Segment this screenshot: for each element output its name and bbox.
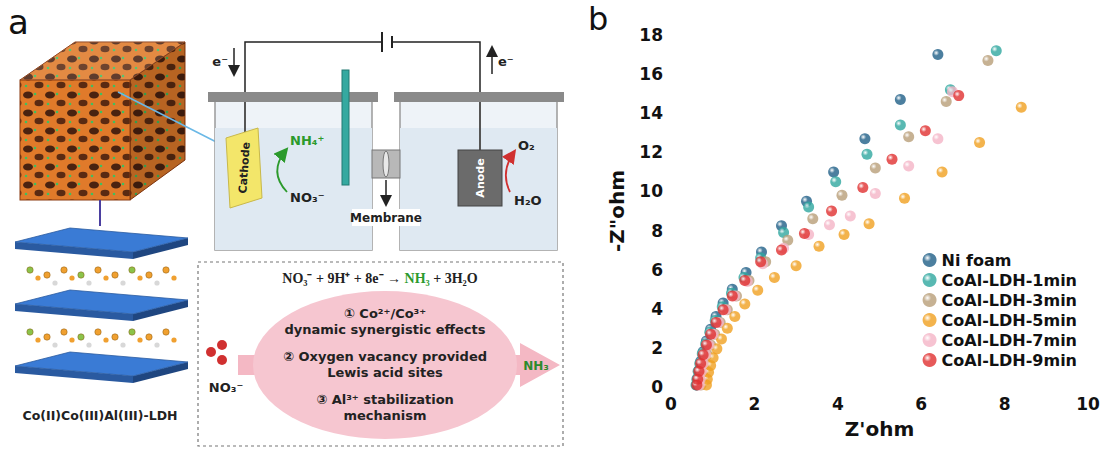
svg-text:O₂: O₂ — [518, 138, 535, 153]
svg-text:NO₃⁻: NO₃⁻ — [290, 190, 325, 205]
svg-text:CoAl-LDH-7min: CoAl-LDH-7min — [942, 331, 1077, 350]
svg-text:CoAl-LDH-1min: CoAl-LDH-1min — [942, 271, 1077, 290]
svg-text:NO₃⁻: NO₃⁻ — [209, 380, 244, 395]
svg-text:③ Al³⁺ stabilization: ③ Al³⁺ stabilization — [316, 392, 454, 407]
svg-text:2: 2 — [748, 394, 760, 414]
svg-text:16: 16 — [639, 64, 663, 84]
svg-text:6: 6 — [651, 260, 663, 280]
svg-text:0: 0 — [665, 394, 677, 414]
svg-text:CoAl-LDH-5min: CoAl-LDH-5min — [942, 311, 1077, 330]
svg-text:CoAl-LDH-3min: CoAl-LDH-3min — [942, 291, 1077, 310]
svg-text:② Oxygen vacancy provided: ② Oxygen vacancy provided — [283, 349, 487, 364]
svg-text:Ni foam: Ni foam — [942, 251, 1012, 270]
svg-text:Z'ohm: Z'ohm — [845, 417, 914, 441]
svg-text:Membrane: Membrane — [350, 211, 422, 225]
svg-text:6: 6 — [915, 394, 927, 414]
svg-text:mechanism: mechanism — [343, 408, 426, 423]
svg-text:10: 10 — [639, 181, 663, 201]
svg-text:12: 12 — [639, 142, 663, 162]
svg-text:a: a — [8, 2, 29, 42]
svg-text:Lewis acid sites: Lewis acid sites — [327, 365, 443, 380]
svg-text:8: 8 — [999, 394, 1011, 414]
svg-text:14: 14 — [639, 103, 663, 123]
svg-text:4: 4 — [832, 394, 844, 414]
svg-text:dynamic synergistic effects: dynamic synergistic effects — [285, 322, 486, 337]
svg-text:-Z"ohm: -Z"ohm — [605, 170, 629, 252]
svg-text:18: 18 — [639, 25, 663, 45]
svg-text:① Co²⁺/Co³⁺: ① Co²⁺/Co³⁺ — [344, 306, 426, 321]
svg-text:e⁻: e⁻ — [498, 54, 514, 69]
svg-text:8: 8 — [651, 221, 663, 241]
svg-text:NH₄⁺: NH₄⁺ — [290, 133, 324, 148]
svg-text:NH₃: NH₃ — [523, 359, 548, 373]
svg-text:Cathode: Cathode — [236, 142, 253, 194]
svg-text:e⁻: e⁻ — [212, 54, 228, 69]
svg-text:4: 4 — [651, 299, 663, 319]
svg-text:NO₃⁻ + 9H⁺ + 8e⁻ → NH₃ + 3H₂O: NO₃⁻ + 9H⁺ + 8e⁻ → NH₃ + 3H₂O — [282, 271, 478, 286]
svg-text:0: 0 — [651, 377, 663, 397]
svg-text:Co(II)Co(III)Al(III)-LDH: Co(II)Co(III)Al(III)-LDH — [23, 408, 178, 423]
svg-text:2: 2 — [651, 338, 663, 358]
svg-text:10: 10 — [1076, 394, 1100, 414]
html-text:b: b — [588, 0, 609, 38]
svg-text:CoAl-LDH-9min: CoAl-LDH-9min — [942, 351, 1077, 370]
svg-text:Anode: Anode — [474, 158, 487, 197]
svg-text:H₂O: H₂O — [514, 193, 542, 208]
